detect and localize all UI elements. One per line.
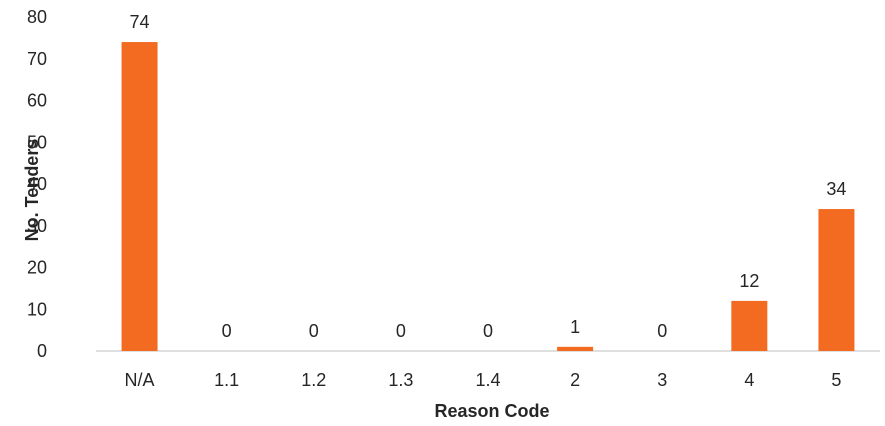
bar: [122, 42, 158, 351]
data-label: 1: [570, 317, 580, 337]
data-label: 12: [739, 271, 759, 291]
data-label: 34: [826, 179, 846, 199]
y-tick-label: 10: [27, 299, 47, 319]
x-tick-label: N/A: [125, 370, 155, 390]
x-tick-label: 1.3: [388, 370, 413, 390]
y-tick-label: 0: [37, 341, 47, 361]
bar: [818, 209, 854, 351]
x-tick-label: 5: [831, 370, 841, 390]
y-axis-title: No. Tenders: [22, 139, 42, 242]
x-axis-title: Reason Code: [434, 401, 549, 421]
x-tick-label: 1.2: [301, 370, 326, 390]
y-tick-label: 20: [27, 258, 47, 278]
data-label: 0: [396, 321, 406, 341]
data-label: 0: [483, 321, 493, 341]
y-tick-label: 70: [27, 49, 47, 69]
bar: [731, 301, 767, 351]
x-tick-label: 4: [744, 370, 754, 390]
y-tick-label: 80: [27, 7, 47, 27]
data-label: 0: [222, 321, 232, 341]
bar: [557, 347, 593, 351]
x-axis-categories: N/A 1.1 1.2 1.3 1.4 2 3 4 5: [125, 370, 842, 390]
data-label: 74: [130, 12, 150, 32]
data-label: 0: [309, 321, 319, 341]
y-tick-label: 60: [27, 91, 47, 111]
x-tick-label: 3: [657, 370, 667, 390]
data-labels: 74 0 0 0 0 1 0 12 34: [130, 12, 847, 341]
x-tick-label: 2: [570, 370, 580, 390]
bars: [122, 42, 855, 351]
x-tick-label: 1.4: [475, 370, 500, 390]
x-tick-label: 1.1: [214, 370, 239, 390]
data-label: 0: [657, 321, 667, 341]
